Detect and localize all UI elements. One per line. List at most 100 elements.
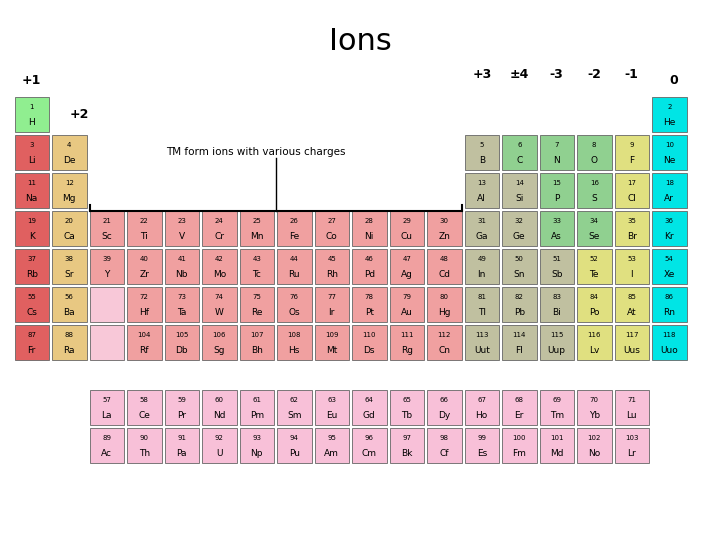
Text: Ho: Ho	[476, 411, 488, 420]
Bar	[164, 287, 199, 321]
Text: Gd: Gd	[363, 411, 376, 420]
Bar	[52, 248, 86, 284]
Text: 109: 109	[325, 332, 338, 338]
Text: 32: 32	[515, 218, 523, 224]
Text: Ir: Ir	[328, 308, 335, 317]
Bar	[14, 172, 49, 207]
Text: 19: 19	[27, 218, 36, 224]
Bar	[502, 248, 536, 284]
Text: Bk: Bk	[401, 449, 413, 458]
Text: Ar: Ar	[665, 194, 674, 203]
Bar	[127, 287, 161, 321]
Text: 47: 47	[402, 256, 411, 262]
Bar	[240, 287, 274, 321]
Text: 8: 8	[592, 142, 596, 148]
Text: 105: 105	[175, 332, 189, 338]
Bar	[202, 325, 236, 360]
Bar	[89, 248, 124, 284]
Text: 28: 28	[365, 218, 374, 224]
Bar	[614, 248, 649, 284]
Text: 84: 84	[590, 294, 599, 300]
Bar	[427, 325, 462, 360]
Text: P: P	[554, 194, 559, 203]
Text: Ge: Ge	[513, 232, 526, 241]
Bar	[352, 211, 387, 246]
Bar	[652, 211, 686, 246]
Text: Os: Os	[289, 308, 300, 317]
Text: Md: Md	[550, 449, 564, 458]
Bar	[539, 134, 574, 170]
Text: 5: 5	[480, 142, 484, 148]
Text: 73: 73	[177, 294, 186, 300]
Text: 45: 45	[328, 256, 336, 262]
Text: 20: 20	[65, 218, 73, 224]
Text: Pd: Pd	[364, 270, 375, 279]
Text: Co: Co	[326, 232, 338, 241]
Text: Es: Es	[477, 449, 487, 458]
Text: 14: 14	[515, 180, 523, 186]
Text: F: F	[629, 156, 634, 165]
Text: Ac: Ac	[102, 449, 112, 458]
Bar	[240, 325, 274, 360]
Text: 41: 41	[177, 256, 186, 262]
Bar	[352, 389, 387, 424]
Text: 89: 89	[102, 435, 112, 441]
Text: Fe: Fe	[289, 232, 300, 241]
Bar	[352, 248, 387, 284]
Text: Ce: Ce	[138, 411, 150, 420]
Text: 106: 106	[212, 332, 226, 338]
Text: Br: Br	[627, 232, 636, 241]
Bar	[127, 428, 161, 462]
Bar	[127, 325, 161, 360]
Text: Pb: Pb	[513, 308, 525, 317]
Bar	[539, 325, 574, 360]
Text: S: S	[591, 194, 597, 203]
Text: 13: 13	[477, 180, 486, 186]
Text: 86: 86	[665, 294, 674, 300]
Text: 43: 43	[252, 256, 261, 262]
Text: 95: 95	[328, 435, 336, 441]
Text: Mt: Mt	[326, 346, 338, 355]
Bar	[464, 134, 499, 170]
Text: B: B	[479, 156, 485, 165]
Bar	[652, 134, 686, 170]
Text: Ti: Ti	[140, 232, 148, 241]
Bar	[202, 428, 236, 462]
Text: Mo: Mo	[212, 270, 226, 279]
Bar	[89, 211, 124, 246]
Text: 97: 97	[402, 435, 411, 441]
Text: 22: 22	[140, 218, 148, 224]
Text: Se: Se	[588, 232, 600, 241]
Text: 27: 27	[328, 218, 336, 224]
Text: Fm: Fm	[513, 449, 526, 458]
Text: Uus: Uus	[624, 346, 640, 355]
Text: 51: 51	[552, 256, 561, 262]
Text: 85: 85	[627, 294, 636, 300]
Text: Cf: Cf	[439, 449, 449, 458]
Text: Eu: Eu	[326, 411, 338, 420]
Text: At: At	[627, 308, 636, 317]
Text: Cl: Cl	[627, 194, 636, 203]
Text: Tb: Tb	[401, 411, 413, 420]
Bar	[539, 389, 574, 424]
Bar	[14, 248, 49, 284]
Bar	[539, 211, 574, 246]
Bar	[427, 287, 462, 321]
Bar	[14, 134, 49, 170]
Text: +3: +3	[472, 69, 491, 82]
Text: 81: 81	[477, 294, 486, 300]
Text: 79: 79	[402, 294, 411, 300]
Text: Uut: Uut	[474, 346, 490, 355]
Text: As: As	[552, 232, 562, 241]
Bar	[539, 428, 574, 462]
Bar	[427, 248, 462, 284]
Text: 59: 59	[177, 397, 186, 403]
Text: 70: 70	[590, 397, 599, 403]
Text: O: O	[590, 156, 598, 165]
Bar	[502, 428, 536, 462]
Text: Na: Na	[26, 194, 38, 203]
Text: Ds: Ds	[364, 346, 375, 355]
Text: Yb: Yb	[589, 411, 600, 420]
Text: Nb: Nb	[176, 270, 188, 279]
Text: Cd: Cd	[438, 270, 450, 279]
